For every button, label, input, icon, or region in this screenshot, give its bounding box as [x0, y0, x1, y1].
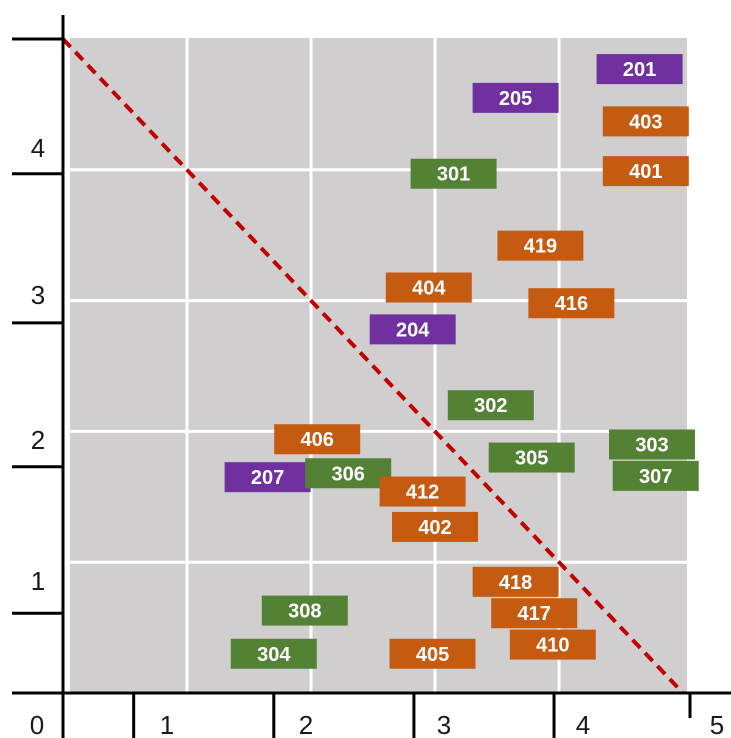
point-label-302: 302	[474, 395, 507, 417]
y-tick-label-3: 3	[31, 280, 45, 310]
point-301: 301	[410, 158, 497, 189]
point-label-204: 204	[396, 319, 430, 341]
point-302: 302	[447, 390, 534, 421]
point-406: 406	[274, 424, 361, 455]
point-marker-306	[305, 458, 392, 489]
point-marker-405	[389, 638, 476, 669]
point-402: 402	[392, 511, 478, 542]
point-marker-410	[509, 629, 596, 660]
point-201: 201	[596, 54, 683, 85]
point-marker-304	[230, 638, 317, 669]
x-tick-label-5: 5	[710, 710, 724, 738]
point-marker-404	[385, 272, 472, 303]
point-307: 307	[612, 460, 699, 491]
point-label-401: 401	[629, 161, 662, 183]
y-tick-label-4: 4	[31, 133, 45, 163]
point-308: 308	[261, 595, 348, 626]
x-tick-label-1: 1	[160, 710, 174, 738]
point-405: 405	[389, 638, 476, 669]
point-marker-303	[609, 429, 695, 460]
point-marker-305	[488, 442, 575, 473]
point-marker-419	[497, 230, 584, 261]
point-304: 304	[230, 638, 317, 669]
point-417: 417	[491, 598, 578, 629]
point-label-418: 418	[499, 572, 532, 594]
point-416: 416	[528, 288, 615, 319]
plot-background	[70, 38, 687, 693]
point-label-419: 419	[524, 236, 557, 258]
point-label-412: 412	[406, 482, 439, 504]
point-label-207: 207	[251, 467, 284, 489]
point-label-402: 402	[418, 517, 451, 539]
point-marker-412	[379, 476, 466, 507]
point-303: 303	[609, 429, 695, 460]
point-marker-204	[369, 314, 456, 345]
point-marker-401	[602, 156, 689, 187]
point-marker-403	[602, 106, 689, 137]
point-204: 204	[369, 314, 456, 345]
point-305: 305	[488, 442, 575, 473]
point-205: 205	[472, 82, 559, 113]
point-marker-307	[612, 460, 699, 491]
point-label-410: 410	[536, 635, 569, 657]
point-label-304: 304	[257, 644, 291, 666]
point-306: 306	[305, 458, 392, 489]
point-label-404: 404	[412, 278, 446, 300]
point-marker-207	[224, 462, 311, 493]
point-410: 410	[509, 629, 596, 660]
point-412: 412	[379, 476, 466, 507]
axis-ticks	[12, 37, 692, 738]
point-marker-417	[491, 598, 578, 629]
point-marker-201	[596, 54, 683, 85]
point-label-417: 417	[518, 603, 551, 625]
point-label-305: 305	[515, 448, 548, 470]
point-label-416: 416	[555, 293, 588, 315]
point-marker-302	[447, 390, 534, 421]
point-label-306: 306	[332, 463, 365, 485]
x-tick-label-2: 2	[299, 710, 313, 738]
point-label-405: 405	[416, 644, 449, 666]
point-marker-418	[472, 566, 559, 597]
point-marker-308	[261, 595, 348, 626]
point-marker-402	[392, 511, 478, 542]
diagonal-reference-line	[61, 37, 685, 695]
point-label-403: 403	[629, 111, 662, 133]
point-label-307: 307	[639, 466, 672, 488]
y-tick-label-1: 1	[31, 566, 45, 596]
point-label-201: 201	[623, 59, 656, 81]
x-tick-label-0: 0	[30, 710, 44, 738]
y-tick-label-2: 2	[31, 425, 45, 455]
point-418: 418	[472, 566, 559, 597]
point-label-303: 303	[635, 434, 668, 456]
point-marker-205	[472, 82, 559, 113]
point-404: 404	[385, 272, 472, 303]
grid-lines	[70, 38, 687, 693]
point-401: 401	[602, 156, 689, 187]
x-tick-label-3: 3	[437, 710, 451, 738]
axis-tick-labels: 0 1 2 3 4 5 1 2 3 4	[30, 133, 724, 738]
point-marker-301	[410, 158, 497, 189]
point-label-308: 308	[288, 601, 321, 623]
point-label-301: 301	[437, 164, 470, 186]
point-207: 207	[224, 462, 311, 493]
point-marker-416	[528, 288, 615, 319]
x-tick-label-4: 4	[576, 710, 590, 738]
point-label-406: 406	[301, 429, 334, 451]
point-403: 403	[602, 106, 689, 137]
point-label-205: 205	[499, 88, 532, 110]
point-labels: 201 205 403 401 301 419 404 416 204 302 406 303 305 2…	[224, 54, 699, 669]
point-marker-406	[274, 424, 361, 455]
point-419: 419	[497, 230, 584, 261]
